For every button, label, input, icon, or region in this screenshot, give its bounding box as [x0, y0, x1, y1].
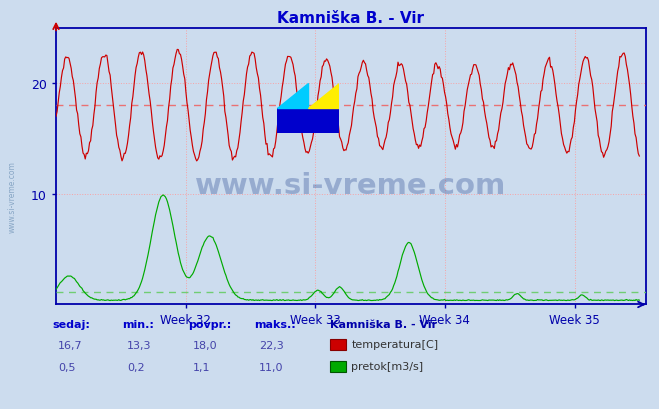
Text: www.si-vreme.com: www.si-vreme.com	[195, 172, 507, 200]
Polygon shape	[277, 109, 339, 133]
Title: Kamniška B. - Vir: Kamniška B. - Vir	[277, 11, 424, 26]
Text: 22,3: 22,3	[259, 340, 284, 351]
Text: 18,0: 18,0	[193, 340, 217, 351]
Text: temperatura[C]: temperatura[C]	[351, 339, 438, 349]
Text: 16,7: 16,7	[58, 340, 82, 351]
Text: min.:: min.:	[122, 319, 154, 329]
Text: 1,1: 1,1	[193, 362, 211, 372]
Text: 11,0: 11,0	[259, 362, 283, 372]
Text: www.si-vreme.com: www.si-vreme.com	[8, 160, 17, 232]
Text: 0,5: 0,5	[58, 362, 76, 372]
Polygon shape	[308, 84, 339, 109]
Text: povpr.:: povpr.:	[188, 319, 231, 329]
Text: Kamniška B. - Vir: Kamniška B. - Vir	[330, 319, 437, 329]
Text: sedaj:: sedaj:	[53, 319, 90, 329]
Text: 0,2: 0,2	[127, 362, 145, 372]
Text: 13,3: 13,3	[127, 340, 152, 351]
Polygon shape	[277, 84, 308, 109]
Text: maks.:: maks.:	[254, 319, 295, 329]
Text: pretok[m3/s]: pretok[m3/s]	[351, 361, 423, 371]
